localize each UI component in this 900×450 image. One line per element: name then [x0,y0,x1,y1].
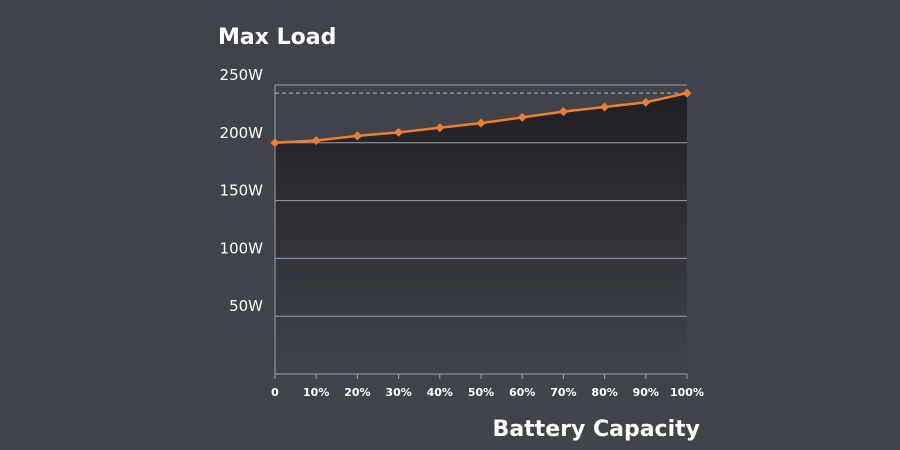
data-point [682,88,692,98]
x-axis-label: Battery Capacity [493,417,700,442]
data-point [311,135,321,145]
y-tick-label: 200W [220,124,264,142]
y-axis-ticks: 50W 100W 150W 200W 250W [220,66,264,315]
x-tick-label: 0 [271,386,279,399]
x-tick-label: 30% [385,386,411,399]
x-tick-label: 10% [303,386,329,399]
data-point [641,97,651,107]
data-point [270,138,280,148]
x-tick-label: 70% [550,386,576,399]
series-area [275,93,687,374]
x-tick-label: 90% [633,386,659,399]
x-tick-label: 40% [427,386,453,399]
data-point [600,102,610,112]
grid-layer [274,84,687,375]
area-layer [275,93,687,374]
y-tick-label: 250W [220,66,264,84]
data-point [352,131,362,141]
data-point [517,112,527,122]
x-tick-label: 50% [468,386,494,399]
chart-title: Max Load [218,25,336,50]
y-tick-label: 150W [220,182,264,200]
x-tick-label: 20% [344,386,370,399]
x-tick-label: 100% [670,386,704,399]
data-point [394,127,404,137]
data-point [435,123,445,133]
y-tick-label: 50W [229,297,263,315]
x-tick-label: 80% [591,386,617,399]
x-axis-ticks: 0 10% 20% 30% 40% 50% 60% 70% 80% 90% 100% [271,374,704,399]
x-tick-label: 60% [509,386,535,399]
data-point [558,107,568,117]
points-layer [270,88,692,148]
y-tick-label: 100W [220,239,264,257]
data-point [476,118,486,128]
